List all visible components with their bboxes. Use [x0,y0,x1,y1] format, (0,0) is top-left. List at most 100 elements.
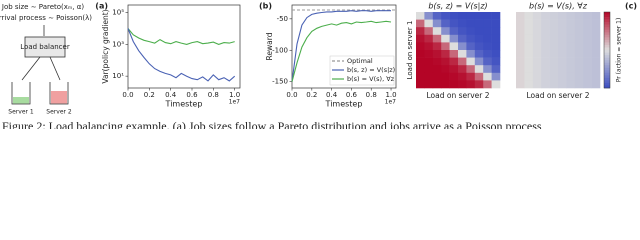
heatmap-cell [524,80,534,89]
heatmap-cell [583,12,592,20]
heatmap-cell [474,65,484,74]
heatmap-cell [483,57,492,66]
heatmap-cell [483,72,492,81]
heatmap-cell [516,65,525,74]
x-axis-label: Load on server 2 [527,91,590,100]
colorbar-segment [604,57,610,61]
x-tick-label: 0.6 [346,91,358,99]
heatmap-cell [549,12,559,20]
heatmap-cell [424,34,434,43]
heatmap-cell [583,72,592,81]
heatmap-cell [549,19,559,28]
heatmap-cell [424,72,434,81]
colorbar-segment [604,85,610,89]
panel-label: (b) [259,2,272,11]
heatmap-cell [516,34,525,43]
heatmap-cell [458,80,467,89]
y-tick-label: -150 [272,78,288,86]
heatmap-cell [474,19,484,28]
heatmap-cell [516,12,525,20]
heatmap-cell [524,42,534,51]
heatmap-cell [591,19,601,28]
heatmap-cell [483,27,492,36]
colorbar-segment [604,29,610,33]
heatmap-cell [549,80,559,89]
colorbar-segment [604,72,610,76]
colorbar-segment [604,12,610,15]
x-tick-label: 0.8 [366,91,377,99]
heatmap-cell [532,57,542,66]
heatmap-cell [541,42,550,51]
heatmap-cell [574,57,584,66]
legend-label: Optimal [347,57,373,65]
heatmap-cell [449,19,459,28]
heatmap-cell [583,65,592,74]
job-size-text: Job size ∼ Pareto(xₘ, α) [1,3,84,11]
y-tick-label: 10¹ [112,72,124,80]
colorbar-segment [604,22,610,25]
panel-label: (c) [625,2,637,11]
heatmap-cell [524,57,534,66]
colorbar-segment [604,50,610,53]
heatmap-cell [466,50,476,58]
heatmap-cell [524,72,534,81]
heatmap-cell [449,65,459,74]
heatmap-cell [441,12,450,20]
series-line [127,28,235,45]
y-tick-label: -100 [272,46,288,54]
arrow [21,56,41,81]
series-line [291,20,392,82]
heatmap-cell [416,19,425,28]
heatmap-cell [441,19,450,28]
heatmap-cell [566,19,576,28]
heatmap-cell [441,34,450,43]
heatmap-cell [491,80,501,89]
heatmap-cell [458,12,467,20]
plot-frame [127,4,241,89]
heatmap-cell [549,42,559,51]
heatmap-cell [416,57,425,66]
heatmap-cell [483,34,492,43]
heatmap-cell [432,34,442,43]
heatmap-cell [532,50,542,58]
heatmap-cell [566,80,576,89]
x-tick-label: 1.0 [385,91,396,99]
heatmap-cell [416,27,425,36]
heatmap-cell [574,12,584,20]
arrival-text: Arrival process ∼ Poisson(λ) [0,14,92,22]
heatmap-cell [574,34,584,43]
heatmap-cell [432,27,442,36]
heatmap-cell [591,34,601,43]
heatmap-cell [574,72,584,81]
heatmap-cell [458,42,467,51]
heatmap-cell [483,19,492,28]
heatmap-cell [466,72,476,81]
balancer-box [24,36,66,58]
heatmap-cell [432,65,442,74]
heatmap-cell [549,72,559,81]
page: Job size ∼ Pareto(xₘ, α) Arrival process… [0,1,637,129]
heatmap-cell [558,12,567,20]
heatmap-cell [524,34,534,43]
heatmap-cell [416,12,425,20]
heatmap-cell [532,72,542,81]
heatmap-cell [483,65,492,74]
heatmap-cell [566,72,576,81]
heatmap-cell [483,80,492,89]
legend-label: b(s, z) = V(s|z) [347,66,395,74]
heatmap-cell [424,12,434,20]
heatmap-cell [474,80,484,89]
x-axis-label: Load on server 2 [427,91,490,100]
heatmap-cell [458,34,467,43]
x-offset-label: 1e7 [385,99,397,106]
heatmap-cell [449,27,459,36]
heatmap-cell [558,57,567,66]
colorbar-label: Pr (action = server 1) [616,18,623,83]
heatmap-cell [432,57,442,66]
heatmap-cell [541,50,550,58]
heatmap-cell [483,42,492,51]
x-offset-label: 1e7 [229,99,241,106]
panel-label: (a) [95,2,108,11]
heatmap-cell [424,42,434,51]
legend-label: b(s) = V(s), ∀z [347,75,395,83]
